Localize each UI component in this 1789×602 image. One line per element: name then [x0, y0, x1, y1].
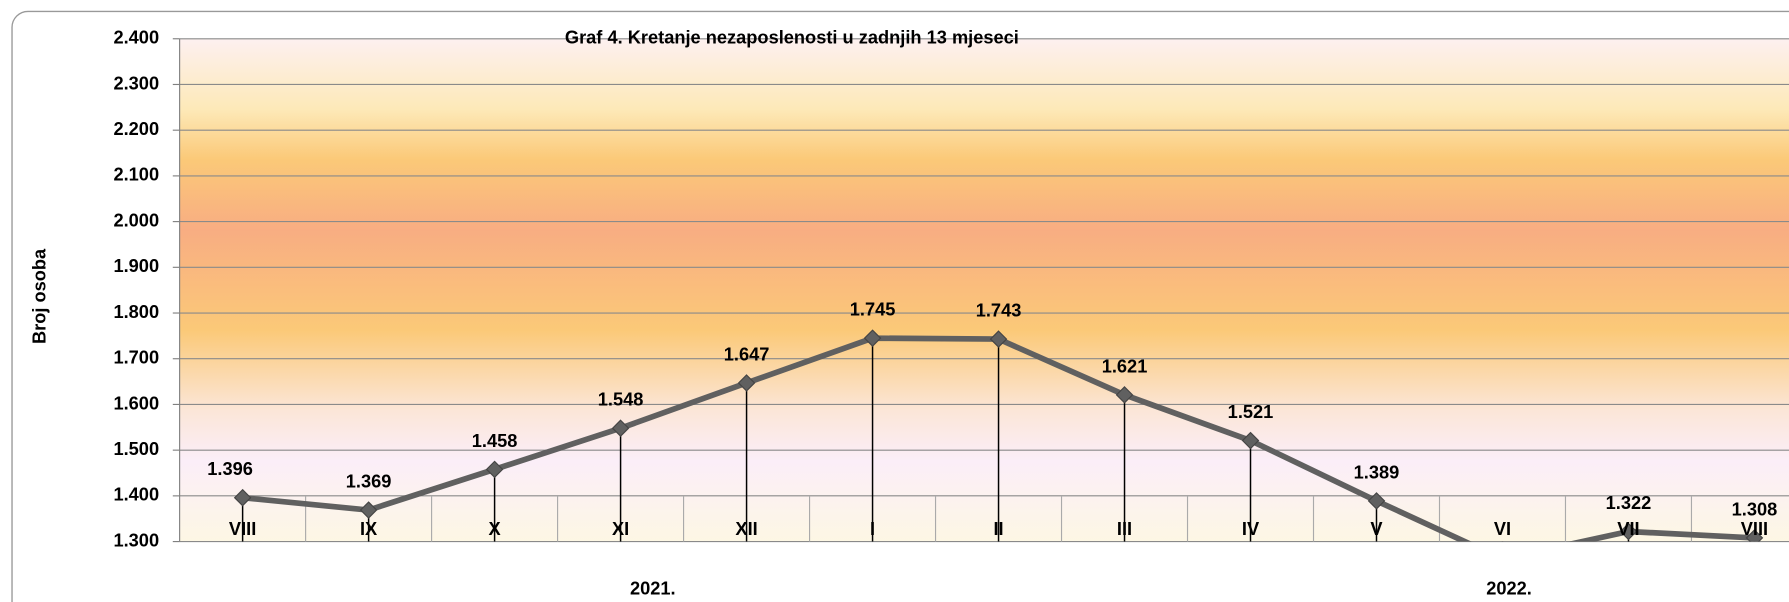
data-label: 1.389 [1354, 461, 1400, 482]
point-marker [233, 488, 252, 507]
x-tick-label: IX [360, 518, 377, 539]
data-label: 1.396 [207, 458, 253, 479]
x-tick-label: X [489, 518, 501, 539]
point-marker [1241, 431, 1260, 450]
data-label: 1.322 [1606, 492, 1652, 513]
y-tick-label: 1.600 [113, 392, 159, 413]
x-tick-label: V [1370, 518, 1383, 539]
data-label: 1.743 [976, 300, 1022, 321]
point-marker [1367, 492, 1386, 510]
point-marker [611, 419, 630, 437]
y-tick-label: 2.300 [113, 72, 159, 93]
point-marker [863, 329, 882, 347]
point-marker [359, 501, 378, 519]
y-tick-label: 2.200 [113, 118, 159, 139]
y-tick-label: 1.700 [113, 347, 159, 368]
plot-area [179, 38, 1789, 542]
x-tick-label: VIII [229, 518, 256, 539]
data-label: 1.621 [1102, 355, 1148, 376]
y-tick-label: 1.300 [113, 529, 159, 550]
x-tick-label: III [1117, 518, 1132, 539]
point-marker [737, 374, 756, 392]
x-tick-label: XII [735, 518, 757, 539]
y-tick-label: 1.900 [113, 255, 159, 276]
y-tick-label: 1.800 [113, 301, 159, 322]
x-tick-label: IV [1242, 518, 1260, 539]
data-label: 1.369 [346, 470, 392, 491]
data-label: 1.521 [1228, 401, 1274, 422]
x-tick-label: XI [612, 518, 629, 539]
series [233, 329, 1764, 542]
group-label: 2022. [1486, 577, 1532, 598]
chart-title: Graf 4. Kretanje nezaposlenosti u zadnji… [565, 27, 1019, 48]
y-tick-label: 1.400 [113, 484, 159, 505]
group-label: 2021. [630, 577, 676, 598]
data-label: 1.745 [850, 299, 896, 320]
point-marker [485, 460, 504, 479]
point-marker [1619, 522, 1638, 541]
labels: 1.300 1.400 1.500 1.600 1.700 1.800 1.900 2.000… [113, 27, 1777, 599]
x-tick-label: VII [1617, 518, 1639, 539]
data-label: 1.458 [472, 430, 518, 451]
data-label: 1.308 [1732, 498, 1778, 519]
x-tick-label: I [870, 518, 875, 539]
point-marker [1115, 386, 1134, 404]
y-axis-label: Broj osoba [28, 248, 49, 344]
x-tick-label: VIII [1741, 518, 1768, 539]
y-tick-label: 2.100 [113, 164, 159, 185]
data-label: 1.647 [724, 343, 770, 364]
data-label: 1.548 [598, 389, 644, 410]
x-tick-label: II [993, 518, 1003, 539]
point-marker [989, 330, 1008, 348]
y-tick-label: 2.000 [113, 209, 159, 230]
x-tick-label: VI [1494, 518, 1511, 539]
point-marker [1745, 529, 1764, 542]
grid [172, 38, 1789, 543]
y-tick-label: 1.500 [113, 438, 159, 459]
y-tick-label: 2.400 [113, 27, 159, 48]
